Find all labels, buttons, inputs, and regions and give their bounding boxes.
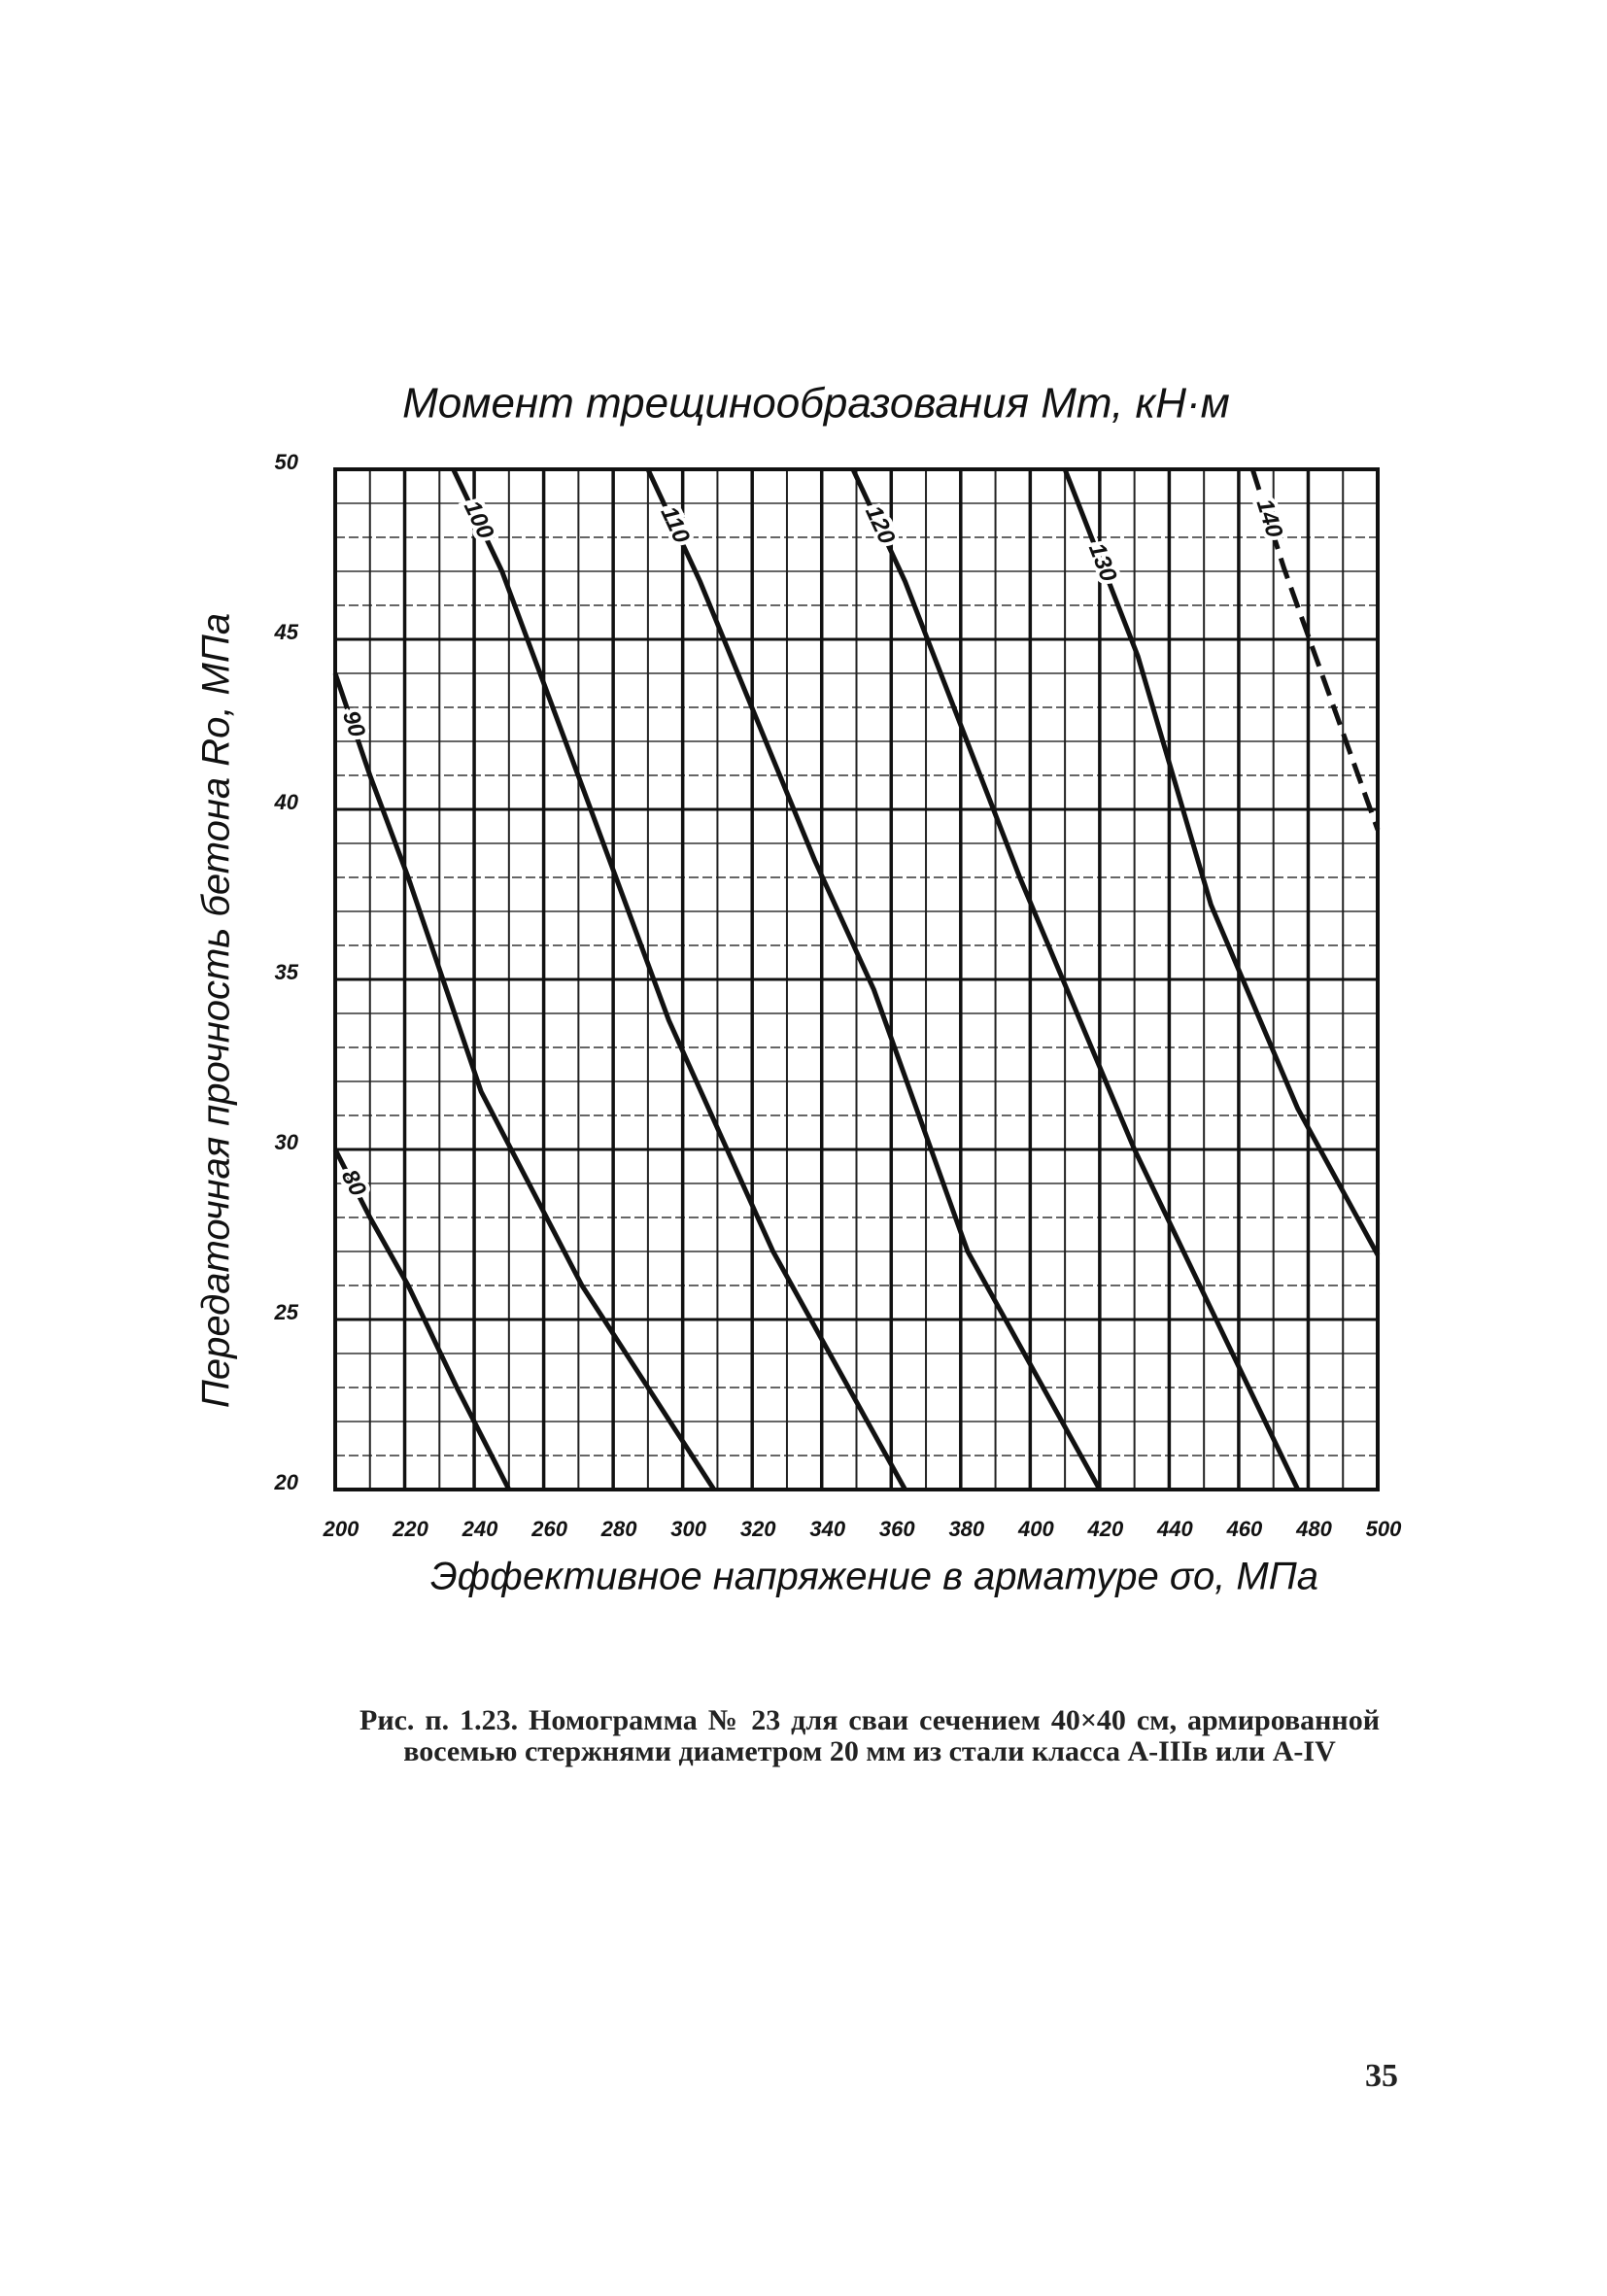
x-tick-label: 400 [1017, 1517, 1054, 1541]
curve [1249, 468, 1381, 831]
curve-label: 110 [655, 502, 695, 548]
curve [1062, 468, 1381, 1256]
x-tick-label: 380 [948, 1517, 984, 1541]
x-tick-label: 440 [1156, 1517, 1193, 1541]
y-tick-label: 50 [275, 450, 299, 474]
curve [332, 1148, 512, 1491]
plot-frame [333, 467, 1380, 1491]
x-tick-label: 420 [1087, 1517, 1124, 1541]
y-tick-label: 35 [275, 960, 299, 984]
y-tick-label: 30 [275, 1130, 299, 1154]
x-tick-label: 200 [323, 1517, 359, 1541]
curve-label: 130 [1083, 539, 1122, 586]
curve [332, 672, 716, 1491]
x-tick-label: 320 [740, 1517, 776, 1541]
x-tick-label: 460 [1226, 1517, 1263, 1541]
y-axis-label: Передаточная прочность бетона Rо, МПа [195, 613, 238, 1408]
y-tick-label: 45 [274, 620, 299, 644]
x-tick-label: 220 [392, 1517, 428, 1541]
x-tick-label: 360 [879, 1517, 915, 1541]
curve-label: 120 [860, 501, 901, 548]
y-tick-label: 20 [274, 1470, 299, 1494]
y-tick-label: 25 [274, 1300, 299, 1324]
x-tick-label: 300 [670, 1517, 706, 1541]
x-tick-label: 340 [809, 1517, 845, 1541]
curve-label: 80 [336, 1165, 371, 1201]
x-tick-label: 500 [1366, 1517, 1402, 1541]
x-axis-label: Эффективное напряжение в арматуре σо, МП… [430, 1556, 1318, 1598]
x-tick-label: 260 [530, 1517, 567, 1541]
curve [645, 467, 1103, 1491]
curve [850, 467, 1300, 1491]
curve [451, 467, 907, 1491]
y-tick-label: 40 [274, 790, 299, 814]
curve-label: 90 [337, 707, 370, 741]
x-tick-label: 480 [1295, 1517, 1332, 1541]
chart-title: Момент трещинообразования Mт, кН·м [402, 380, 1230, 428]
chart: Момент трещинообразования Mт, кН·м Эффек… [195, 380, 1403, 1598]
x-tick-label: 280 [600, 1517, 637, 1541]
caption: Рис. п. 1.23. Номограмма № 23 для сваи с… [359, 1704, 1380, 1767]
page-number: 35 [1365, 2058, 1398, 2094]
x-tick-label: 240 [462, 1517, 498, 1541]
